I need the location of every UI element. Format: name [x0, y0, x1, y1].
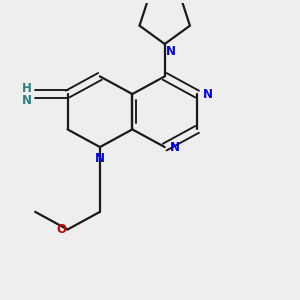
Text: N: N	[166, 46, 176, 59]
Text: O: O	[56, 223, 66, 236]
Text: N: N	[170, 141, 180, 154]
Text: N: N	[95, 152, 105, 165]
Text: N: N	[202, 88, 212, 100]
Text: H
N: H N	[22, 82, 32, 106]
